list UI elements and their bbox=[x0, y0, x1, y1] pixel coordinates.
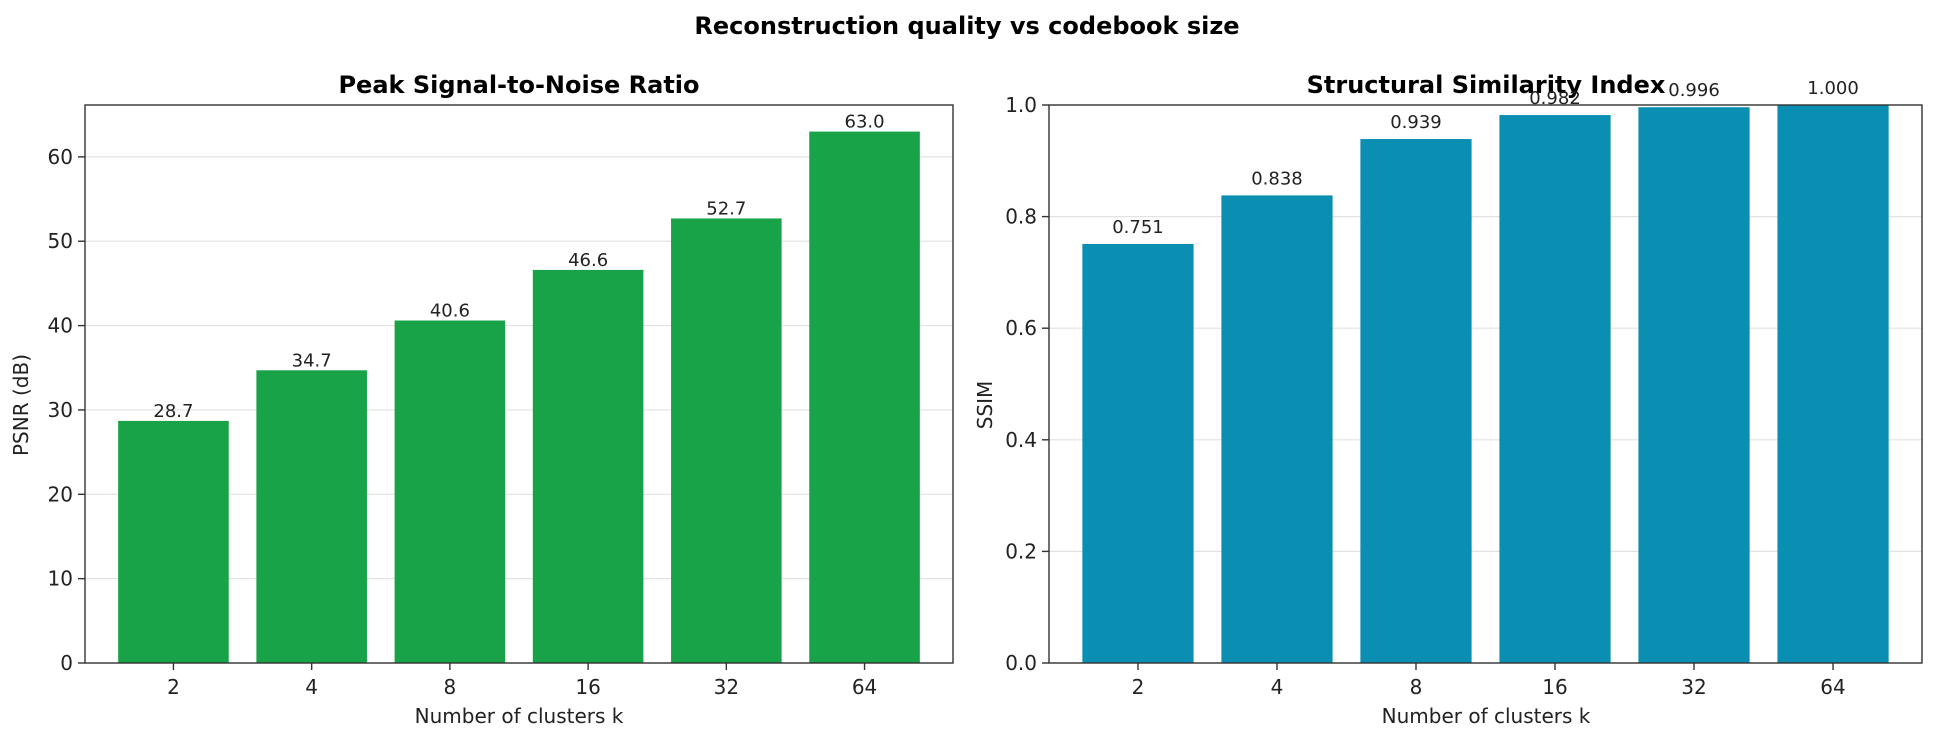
psnr-bar-value-label: 52.7 bbox=[706, 198, 746, 219]
psnr-bar-value-label: 46.6 bbox=[568, 250, 608, 271]
ssim-panel: Structural Similarity Index Number of cl… bbox=[973, 71, 1923, 728]
psnr-x-axis-label: Number of clusters k bbox=[415, 704, 624, 728]
psnr-x-tick-label: 4 bbox=[305, 675, 318, 699]
ssim-bar-32 bbox=[1638, 107, 1750, 664]
figure-title: Reconstruction quality vs codebook size bbox=[694, 12, 1239, 40]
ssim-y-axis-label: SSIM bbox=[973, 381, 997, 430]
psnr-bar-value-label: 40.6 bbox=[430, 301, 470, 322]
ssim-bar-value-label: 0.939 bbox=[1390, 112, 1442, 133]
ssim-bar-value-label: 1.000 bbox=[1807, 78, 1859, 99]
ssim-x-tick-label: 4 bbox=[1271, 675, 1284, 699]
ssim-x-tick-label: 32 bbox=[1681, 675, 1706, 699]
psnr-bar-16 bbox=[532, 269, 644, 663]
psnr-y-tick-label: 30 bbox=[48, 398, 73, 422]
ssim-chart-title: Structural Similarity Index bbox=[1307, 71, 1666, 99]
ssim-bar-4 bbox=[1221, 195, 1333, 663]
ssim-bar-value-label: 0.982 bbox=[1529, 88, 1581, 109]
ssim-y-tick-label: 0.0 bbox=[1005, 651, 1037, 675]
psnr-y-tick-label: 20 bbox=[48, 482, 73, 506]
psnr-bar-4 bbox=[256, 370, 367, 663]
psnr-bar-2 bbox=[118, 420, 229, 663]
psnr-panel: Peak Signal-to-Noise Ratio Number of clu… bbox=[9, 71, 954, 728]
ssim-bar-value-label: 0.996 bbox=[1668, 80, 1720, 101]
psnr-y-tick-label: 50 bbox=[48, 229, 73, 253]
ssim-axes-frame bbox=[1048, 104, 1923, 664]
psnr-bar-32 bbox=[671, 218, 782, 663]
ssim-bar-value-label: 0.751 bbox=[1112, 217, 1164, 238]
psnr-x-tick-label: 8 bbox=[444, 675, 457, 699]
psnr-bar-8 bbox=[394, 320, 506, 663]
psnr-y-tick-label: 60 bbox=[48, 145, 73, 169]
ssim-y-tick-label: 0.6 bbox=[1005, 316, 1037, 340]
psnr-x-tick-label: 16 bbox=[575, 675, 600, 699]
psnr-bar-value-label: 28.7 bbox=[153, 401, 193, 422]
ssim-x-tick-label: 16 bbox=[1542, 675, 1567, 699]
ssim-bar-16 bbox=[1499, 115, 1611, 663]
psnr-x-tick-label: 32 bbox=[714, 675, 739, 699]
ssim-y-tick-label: 0.8 bbox=[1005, 205, 1037, 229]
psnr-x-tick-label: 2 bbox=[167, 675, 180, 699]
psnr-y-axis-label: PSNR (dB) bbox=[9, 354, 33, 456]
ssim-x-tick-label: 8 bbox=[1410, 675, 1423, 699]
ssim-x-tick-label: 64 bbox=[1820, 675, 1845, 699]
psnr-bar-value-label: 34.7 bbox=[292, 350, 332, 371]
psnr-bar-value-label: 63.0 bbox=[845, 112, 885, 133]
ssim-y-tick-label: 0.2 bbox=[1005, 539, 1037, 563]
ssim-y-tick-label: 1.0 bbox=[1005, 93, 1037, 117]
psnr-bar-64 bbox=[809, 131, 920, 664]
ssim-bar-8 bbox=[1360, 139, 1472, 664]
ssim-x-tick-label: 2 bbox=[1132, 675, 1145, 699]
psnr-y-tick-label: 10 bbox=[48, 567, 73, 591]
psnr-y-tick-label: 0 bbox=[60, 651, 73, 675]
psnr-y-tick-label: 40 bbox=[48, 314, 73, 338]
ssim-bar-64 bbox=[1777, 105, 1889, 663]
ssim-bar-2 bbox=[1082, 243, 1194, 663]
ssim-x-axis-label: Number of clusters k bbox=[1382, 704, 1591, 728]
psnr-x-tick-label: 64 bbox=[852, 675, 877, 699]
psnr-chart-title: Peak Signal-to-Noise Ratio bbox=[338, 71, 699, 99]
psnr-axes-frame bbox=[84, 104, 954, 664]
ssim-y-tick-label: 0.4 bbox=[1005, 428, 1037, 452]
ssim-bar-value-label: 0.838 bbox=[1251, 168, 1303, 189]
